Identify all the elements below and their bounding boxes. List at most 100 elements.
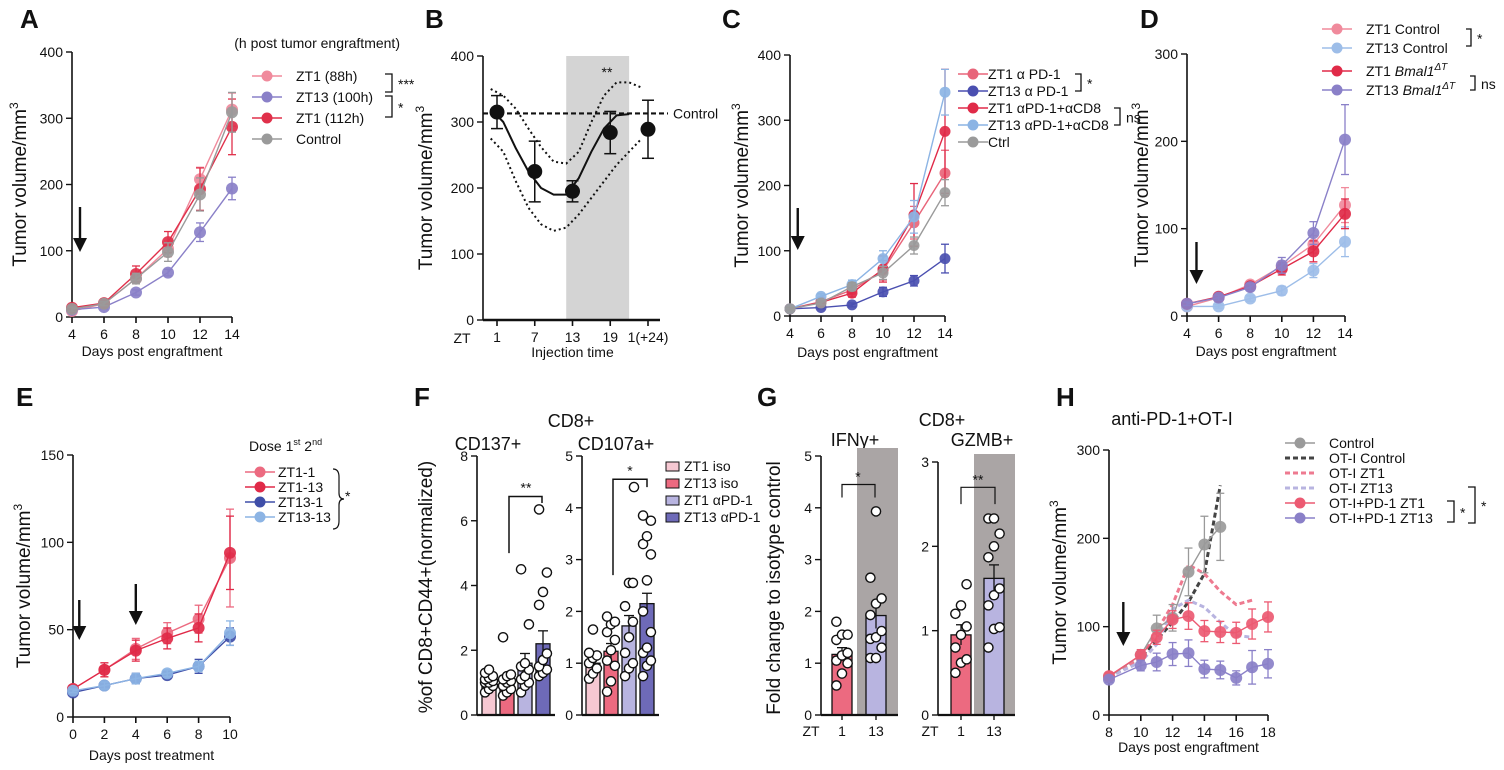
series-line [789, 131, 946, 310]
data-point [497, 632, 509, 643]
y-tick-label: 5 [565, 448, 573, 464]
series-OT-I Control [1108, 485, 1222, 679]
series-ZT1 αPD-1+αCD8 [784, 68, 951, 315]
x-tick-label: 13 [868, 723, 884, 739]
x-tick-label: 10 [875, 325, 891, 341]
data-point [519, 657, 531, 669]
panel-e: 0 50 100 150 Tumor volume/mm3 0 2 4 6 8 10 Days pos… [11, 437, 351, 763]
data-point [908, 211, 920, 223]
panel-h: 0 100 200 300 Tumor volume/mm3 8 10 12 14 16 18Day… [1047, 409, 1487, 755]
y-axis-label: Tumor volume/mm3 [11, 504, 35, 669]
data-point [162, 236, 174, 249]
x-tick-label: 13 [986, 723, 1002, 739]
data-point [1198, 625, 1211, 638]
x-tick-label: 4 [1183, 325, 1191, 341]
data-point [619, 647, 631, 659]
data-point [623, 632, 635, 643]
y-tick-label: 0 [804, 707, 812, 723]
y-tick-label: 100 [758, 243, 782, 259]
treatment-arrow-icon [1116, 632, 1131, 646]
legend-label: ZT1-1 [278, 464, 316, 480]
x-tick-label: 0 [69, 726, 77, 742]
legend-label: ZT1 (88h) [296, 68, 357, 84]
series-ZT1 Bmal1ΔT [1181, 198, 1351, 310]
data-point [1307, 227, 1320, 240]
legend-label: OT-I+PD-1 ZT13 [1329, 510, 1433, 526]
data-point [637, 606, 649, 617]
significance-bracket [385, 95, 393, 118]
subplot-title: IFNγ+ [831, 430, 880, 450]
data-point [641, 642, 653, 653]
data-point [961, 578, 972, 590]
panel-label-e: E [16, 382, 33, 412]
treatment-arrow-icon [72, 626, 87, 640]
series-line [1108, 562, 1253, 679]
series-line [1108, 615, 1269, 677]
x-tick-label: 16 [1228, 724, 1244, 740]
data-point [1166, 613, 1179, 626]
panel-label-f: F [414, 382, 430, 412]
data-point [1339, 235, 1351, 248]
significance-label: ** [973, 471, 984, 487]
legend-label: OT-I ZT1 [1329, 465, 1385, 481]
panel-g: Fold change to isotype control CD8+ IFNγ+ 0… [764, 410, 1015, 739]
data-point [541, 567, 553, 578]
series-line [1187, 241, 1346, 308]
data-point [950, 667, 961, 679]
data-point [994, 621, 1005, 633]
x-tick-label: 10 [222, 726, 238, 742]
legend-marker [967, 136, 979, 148]
control-label: Control [673, 105, 718, 121]
data-point [67, 684, 79, 697]
data-point [627, 616, 639, 628]
legend-label: OT-I Control [1329, 450, 1405, 466]
y-tick-label: 5 [804, 448, 812, 464]
significance-label: * [1481, 498, 1487, 514]
data-point [1198, 538, 1211, 551]
y-tick-label: 100 [40, 243, 64, 259]
data-point [994, 528, 1005, 539]
significance-label: ns [1481, 76, 1496, 92]
data-point [865, 609, 876, 621]
legend-marker [1331, 84, 1343, 96]
data-point [226, 182, 238, 195]
data-point [641, 575, 653, 586]
y-tick-label: 0 [921, 707, 929, 723]
series-OT-I+PD-1 ZT13 [1103, 639, 1274, 686]
legend-label: ZT13-1 [278, 494, 323, 510]
series-line [1108, 652, 1269, 681]
x-axis-prefix: ZT [921, 723, 939, 739]
y-tick-label: 3 [804, 552, 812, 568]
data-point [870, 652, 882, 664]
x-tick-label: 14 [1337, 325, 1353, 341]
data-point [1230, 671, 1243, 684]
legend-label: ZT1 Control [1366, 21, 1440, 37]
x-tick-label: 1 [957, 723, 965, 739]
x-tick-label: 6 [817, 325, 825, 341]
y-tick-label: 0 [1170, 308, 1178, 324]
data-point [1307, 245, 1320, 258]
data-point [988, 541, 1000, 552]
legend-label: ZT13 αPD-1 [684, 509, 761, 525]
data-point [988, 589, 1000, 601]
data-point [1275, 259, 1288, 272]
data-point [961, 654, 972, 665]
data-point [961, 621, 972, 632]
data-point [162, 246, 174, 259]
data-point [950, 642, 961, 653]
series-Ctrl [784, 178, 951, 315]
series-OT-I+PD-1 ZT1 [1103, 601, 1274, 683]
series-line [72, 552, 231, 690]
data-point [162, 266, 174, 279]
data-point [587, 624, 599, 635]
data-point [628, 481, 640, 493]
series-line [1108, 485, 1222, 679]
data-point [1150, 631, 1163, 644]
data-point [939, 187, 951, 199]
data-point [877, 267, 889, 279]
data-point [641, 530, 653, 542]
legend-marker [1294, 437, 1306, 449]
legend-marker [254, 511, 266, 523]
x-tick-label: 8 [1246, 325, 1254, 341]
significance-bracket [841, 483, 876, 498]
